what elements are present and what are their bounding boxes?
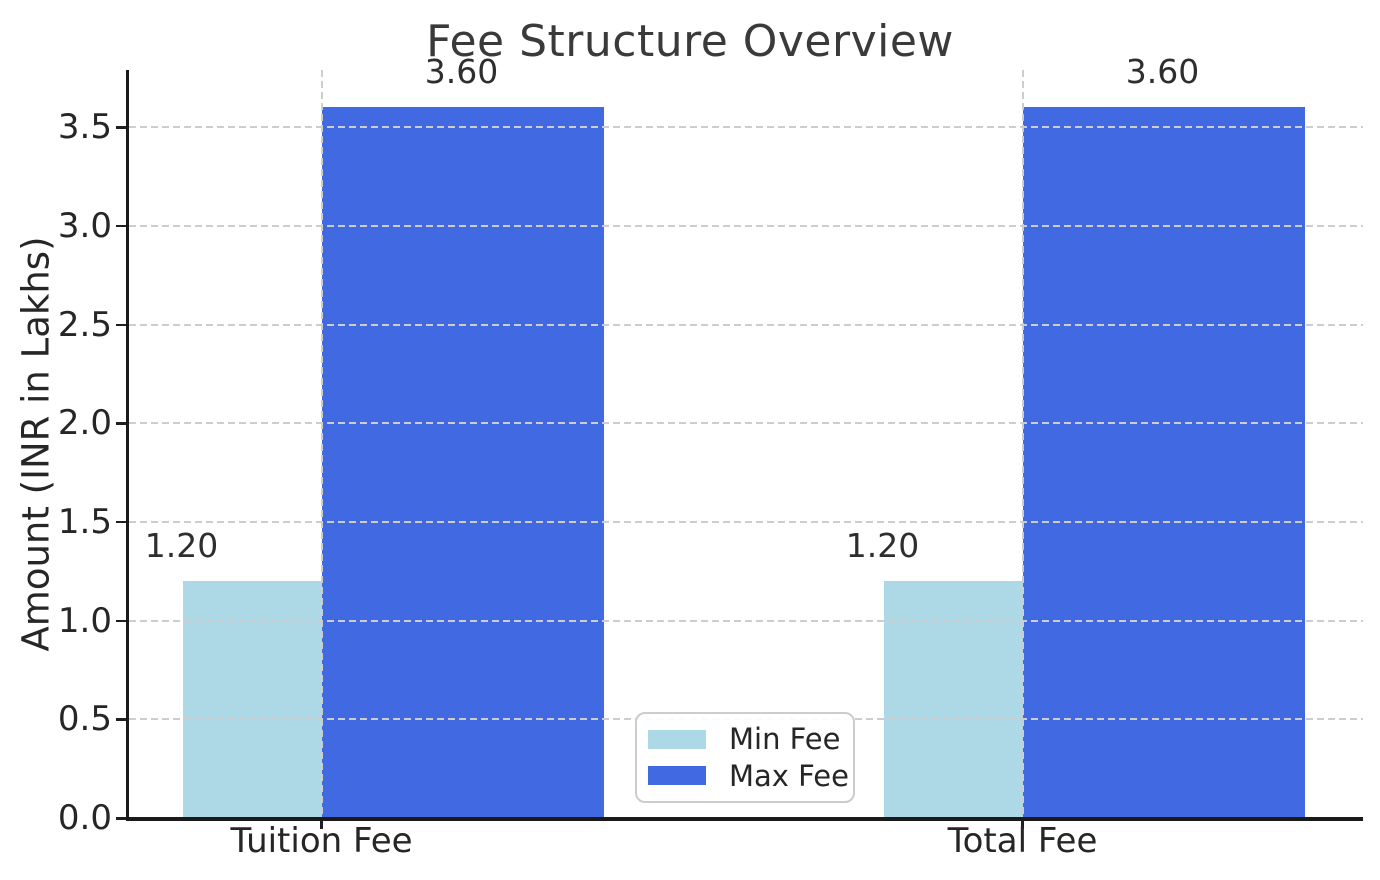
gridline-h-2.0: [129, 422, 1363, 425]
bar-value-label-min-fee-total-fee: 1.20: [845, 526, 920, 566]
y-tick-label-1.0: 1.0: [57, 600, 112, 641]
y-axis-spine: [126, 70, 129, 821]
x-tick-mark-tuition-fee: [320, 820, 323, 829]
y-tick-mark-0.0: [116, 817, 126, 820]
bar-max-fee-tuition-fee: [321, 107, 604, 818]
y-tick-label-3.5: 3.5: [57, 107, 112, 148]
y-tick-mark-2.0: [116, 422, 126, 425]
y-tick-mark-0.5: [116, 718, 126, 721]
y-tick-mark-2.5: [116, 323, 126, 327]
y-tick-label-2.5: 2.5: [57, 304, 112, 345]
x-axis-spine: [126, 817, 1363, 821]
legend-label-min-fee: Min Fee: [729, 722, 841, 757]
y-tick-label-0.0: 0.0: [57, 798, 112, 838]
bar-min-fee-tuition-fee: [182, 581, 322, 818]
y-tick-label-3.0: 3.0: [57, 205, 112, 246]
chart-title: Fee Structure Overview: [426, 16, 954, 67]
y-tick-label-1.5: 1.5: [57, 501, 112, 542]
y-tick-mark-1.0: [116, 619, 126, 623]
y-tick-label-0.5: 0.5: [57, 699, 112, 740]
chart-legend: Min Fee Max Fee: [635, 712, 855, 803]
x-tick-label-tuition-fee: Tuition Fee: [230, 821, 413, 861]
bar-value-label-max-fee-total-fee: 3.60: [1125, 52, 1200, 92]
gridline-h-3.0: [129, 224, 1363, 227]
gridline-h-1.5: [129, 520, 1363, 523]
legend-label-max-fee: Max Fee: [729, 758, 849, 793]
y-tick-mark-1.5: [116, 520, 126, 524]
legend-item-min-fee: Min Fee: [648, 721, 853, 758]
y-tick-mark-3.5: [116, 126, 126, 129]
gridline-v-tuition-fee: [320, 70, 323, 818]
bar-value-label-max-fee-tuition-fee: 3.60: [424, 52, 499, 92]
min-fee-swatch-icon: [648, 729, 706, 749]
bar-min-fee-total-fee: [883, 581, 1023, 818]
gridline-h-3.5: [129, 126, 1363, 129]
legend-item-max-fee: Max Fee: [648, 758, 853, 795]
gridline-h-2.5: [129, 323, 1363, 326]
x-tick-mark-total-fee: [1021, 820, 1024, 829]
y-tick-mark-3.0: [116, 224, 126, 228]
bar-value-label-min-fee-tuition-fee: 1.20: [144, 526, 219, 566]
y-axis-label: Amount (INR in Lakhs): [14, 236, 58, 652]
gridline-v-total-fee: [1021, 70, 1024, 818]
bar-max-fee-total-fee: [1022, 107, 1305, 818]
x-tick-label-total-fee: Total Fee: [947, 821, 1098, 861]
max-fee-swatch-icon: [648, 766, 706, 786]
y-tick-label-2.0: 2.0: [57, 403, 112, 444]
gridline-h-1.0: [129, 619, 1363, 622]
